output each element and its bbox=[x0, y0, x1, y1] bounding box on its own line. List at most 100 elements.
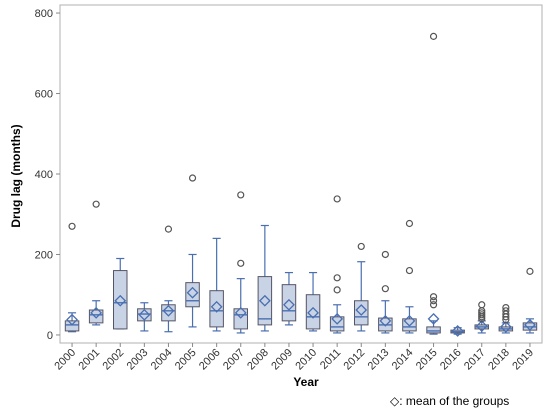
mean-marker bbox=[427, 312, 440, 325]
mean-marker bbox=[186, 286, 199, 299]
outlier-point bbox=[478, 311, 486, 319]
outlier-point bbox=[381, 250, 389, 259]
legend: ◇: mean of the groups bbox=[390, 394, 509, 408]
outlier-point bbox=[188, 174, 197, 182]
outlier-point bbox=[92, 200, 100, 208]
box-2001 bbox=[88, 200, 104, 326]
iqr-box bbox=[257, 276, 273, 326]
outlier-point bbox=[68, 222, 76, 230]
iqr-box bbox=[137, 308, 152, 322]
iqr-box bbox=[426, 326, 441, 334]
x-tick-label: 2002 bbox=[101, 347, 127, 373]
box-2016 bbox=[450, 325, 465, 337]
mean-marker bbox=[403, 314, 416, 327]
mean-marker bbox=[162, 304, 175, 317]
mean-marker bbox=[331, 312, 344, 325]
x-tick-label: 2003 bbox=[125, 347, 151, 373]
mean-marker bbox=[90, 306, 103, 319]
mean-marker bbox=[451, 325, 464, 337]
x-tick-label: 2000 bbox=[52, 347, 78, 373]
box-2015 bbox=[426, 32, 441, 335]
box-2012 bbox=[354, 242, 369, 332]
y-axis: 0 200 400 600 800 bbox=[35, 8, 60, 342]
box-2009 bbox=[281, 271, 297, 326]
iqr-box bbox=[113, 270, 128, 330]
x-tick-label: 2019 bbox=[510, 347, 536, 373]
mean-marker bbox=[355, 304, 368, 316]
mean-marker bbox=[307, 306, 319, 319]
outlier-point bbox=[429, 301, 438, 309]
mean-marker bbox=[283, 298, 295, 311]
outlier-point bbox=[333, 286, 341, 294]
mean-marker bbox=[66, 313, 78, 326]
box-2002 bbox=[113, 257, 128, 330]
box-2019 bbox=[522, 267, 538, 334]
outlier-point bbox=[502, 303, 510, 312]
x-tick-label: 2006 bbox=[197, 347, 223, 373]
x-tick-label: 2001 bbox=[76, 347, 102, 373]
iqr-box bbox=[354, 300, 369, 326]
box-2007 bbox=[233, 191, 248, 334]
x-tick-label: 2004 bbox=[149, 347, 175, 373]
x-tick-label: 2007 bbox=[221, 347, 247, 373]
outlier-point bbox=[405, 219, 414, 228]
x-tick-label: 2011 bbox=[318, 347, 343, 372]
iqr-box bbox=[209, 290, 224, 328]
y-tick-label: 0 bbox=[47, 330, 53, 342]
box-2000 bbox=[64, 222, 80, 333]
y-tick-label: 200 bbox=[35, 249, 53, 261]
x-tick-label: 2016 bbox=[438, 347, 464, 373]
outlier-point bbox=[429, 293, 438, 301]
x-axis-title: Year bbox=[293, 375, 319, 389]
mean-marker bbox=[379, 314, 392, 327]
x-tick-label: 2018 bbox=[486, 347, 512, 373]
x-tick-label: 2005 bbox=[173, 347, 199, 373]
x-tick-label: 2017 bbox=[462, 347, 488, 373]
outlier-point bbox=[429, 297, 438, 305]
outlier-point bbox=[478, 309, 486, 317]
box-series bbox=[64, 32, 538, 337]
outlier-point bbox=[429, 32, 438, 40]
x-tick-label: 2015 bbox=[414, 347, 440, 373]
x-tick-label: 2014 bbox=[390, 347, 416, 373]
box-2011 bbox=[329, 195, 345, 334]
mean-marker bbox=[524, 318, 536, 331]
y-tick-label: 600 bbox=[35, 89, 53, 101]
outlier-point bbox=[357, 242, 365, 251]
iqr-box bbox=[161, 304, 176, 322]
x-tick-label: 2008 bbox=[245, 347, 271, 373]
iqr-box bbox=[281, 284, 297, 322]
outlier-point bbox=[405, 266, 414, 275]
outlier-point bbox=[164, 225, 173, 233]
y-axis-title: Drug lag (months) bbox=[9, 124, 23, 227]
x-tick-label: 2012 bbox=[342, 347, 368, 373]
box-2013 bbox=[378, 250, 393, 334]
mean-marker bbox=[138, 308, 151, 321]
mean-marker bbox=[210, 300, 223, 313]
box-2003 bbox=[137, 302, 152, 332]
y-tick-label: 400 bbox=[35, 169, 53, 181]
y-tick-label: 800 bbox=[35, 8, 53, 20]
x-tick-label: 2010 bbox=[293, 347, 319, 373]
outlier-point bbox=[381, 285, 389, 293]
x-axis: 2000200120022003200420052006200720082009… bbox=[52, 343, 536, 372]
mean-marker bbox=[475, 320, 488, 333]
outlier-point bbox=[478, 301, 486, 309]
iqr-box bbox=[64, 320, 80, 332]
box-2004 bbox=[161, 225, 176, 333]
iqr-box bbox=[88, 309, 104, 324]
mean-marker bbox=[499, 320, 512, 333]
iqr-box bbox=[185, 282, 200, 308]
box-2010 bbox=[305, 271, 321, 332]
mean-marker bbox=[258, 294, 271, 307]
box-2005 bbox=[185, 174, 200, 328]
box-2017 bbox=[474, 301, 489, 334]
outlier-point bbox=[333, 195, 341, 203]
outlier-point bbox=[526, 267, 534, 275]
outlier-point bbox=[502, 307, 510, 315]
box-2014 bbox=[402, 219, 417, 334]
plot-frame bbox=[59, 4, 543, 344]
outlier-point bbox=[237, 259, 245, 267]
x-tick-label: 2009 bbox=[269, 347, 295, 373]
